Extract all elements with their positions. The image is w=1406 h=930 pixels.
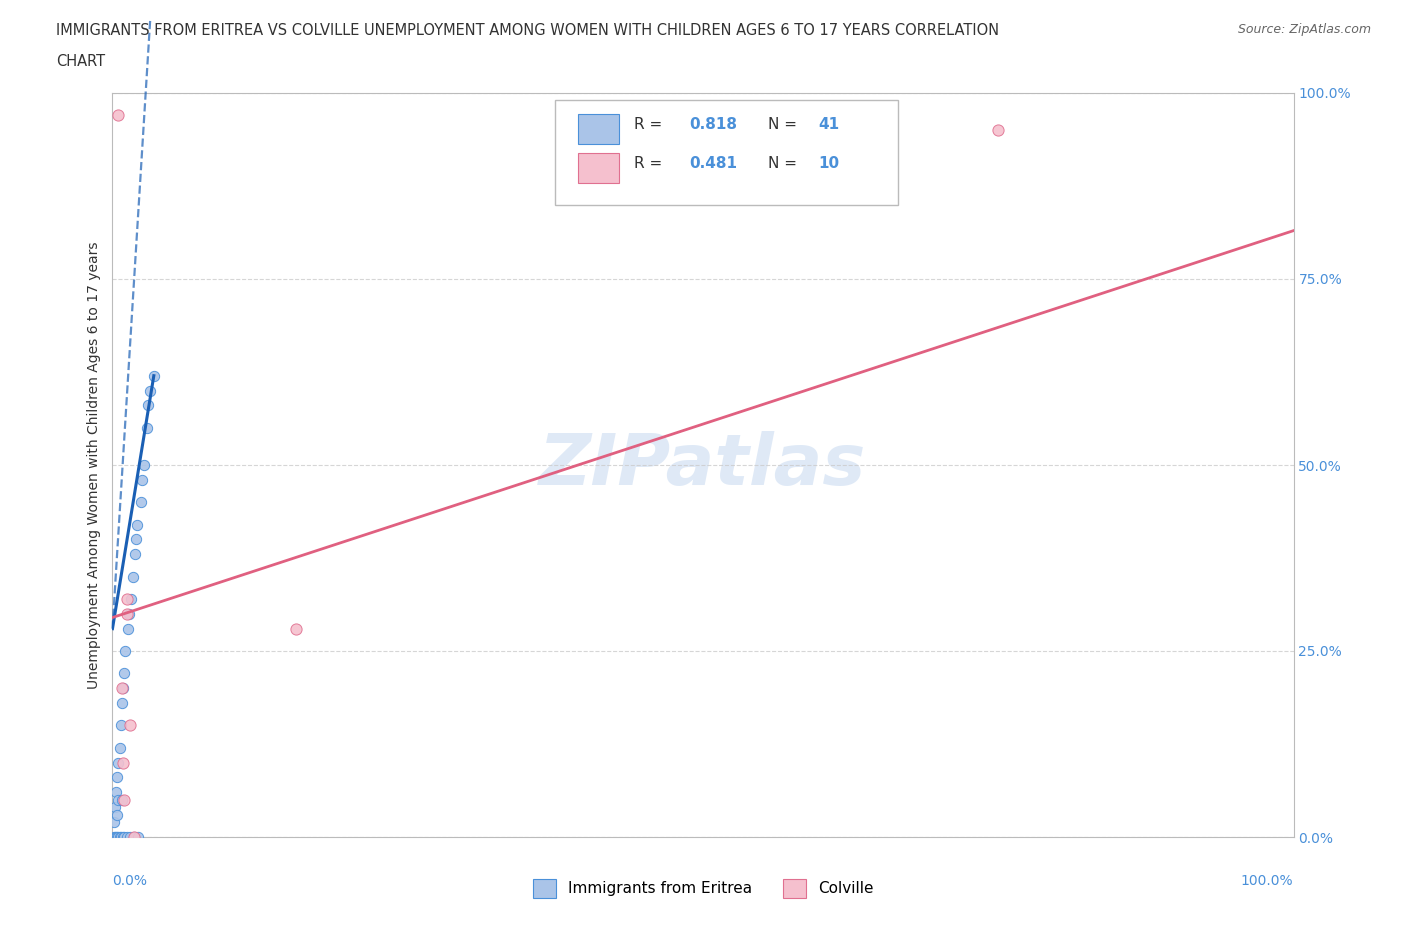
Point (104, 830, 127, 844)
Point (104, 800, 127, 815)
Text: 0.481: 0.481 (689, 156, 737, 171)
Point (135, 420, 157, 435)
Point (114, 644, 136, 658)
Point (122, 830, 145, 844)
Point (111, 696, 134, 711)
Point (112, 830, 135, 844)
FancyBboxPatch shape (555, 100, 898, 205)
FancyBboxPatch shape (578, 153, 619, 183)
Point (105, 830, 128, 844)
Point (284, 621, 307, 636)
Legend: Immigrants from Eritrea, Colville: Immigrants from Eritrea, Colville (527, 873, 879, 904)
Point (125, 532, 148, 547)
Point (112, 792, 135, 807)
Text: 0.0%: 0.0% (112, 874, 148, 888)
Point (115, 830, 138, 844)
Point (120, 718, 142, 733)
Text: R =: R = (634, 156, 662, 171)
Text: 0.818: 0.818 (689, 117, 737, 132)
Point (107, 108, 129, 123)
Point (107, 830, 129, 844)
Point (110, 830, 132, 844)
Text: N =: N = (768, 156, 797, 171)
Point (115, 591, 138, 606)
Point (124, 547, 146, 562)
Point (134, 458, 156, 472)
Point (987, 123, 1010, 138)
Point (120, 591, 142, 606)
Point (105, 807, 128, 822)
FancyBboxPatch shape (578, 113, 619, 143)
Point (129, 495, 152, 510)
Point (108, 740, 131, 755)
Text: 10: 10 (818, 156, 839, 171)
Point (139, 383, 162, 398)
Text: IMMIGRANTS FROM ERITREA VS COLVILLE UNEMPLOYMENT AMONG WOMEN WITH CHILDREN AGES : IMMIGRANTS FROM ERITREA VS COLVILLE UNEM… (56, 23, 1000, 38)
Text: N =: N = (768, 117, 797, 132)
Point (110, 718, 132, 733)
Point (105, 770, 128, 785)
Point (103, 830, 125, 844)
Point (112, 681, 135, 696)
Point (112, 666, 135, 681)
Point (105, 830, 128, 844)
Text: 100.0%: 100.0% (1241, 874, 1294, 888)
Point (118, 606, 141, 621)
Text: CHART: CHART (56, 54, 105, 69)
Point (112, 830, 135, 844)
Point (127, 517, 149, 532)
Point (136, 398, 159, 413)
Point (108, 830, 131, 844)
Text: Source: ZipAtlas.com: Source: ZipAtlas.com (1237, 23, 1371, 36)
Text: 41: 41 (818, 117, 839, 132)
Point (115, 606, 138, 621)
Point (122, 830, 145, 844)
Point (131, 472, 153, 487)
Point (111, 681, 134, 696)
Point (120, 830, 142, 844)
Point (127, 830, 149, 844)
Point (103, 815, 125, 830)
Text: R =: R = (634, 117, 662, 132)
Point (105, 785, 128, 800)
Point (112, 755, 135, 770)
Point (111, 792, 134, 807)
Y-axis label: Unemployment Among Women with Children Ages 6 to 17 years: Unemployment Among Women with Children A… (87, 241, 101, 689)
Point (142, 368, 165, 383)
Point (107, 792, 129, 807)
Text: ZIPatlas: ZIPatlas (540, 431, 866, 499)
Point (107, 755, 129, 770)
Point (117, 621, 139, 636)
Point (121, 569, 143, 584)
